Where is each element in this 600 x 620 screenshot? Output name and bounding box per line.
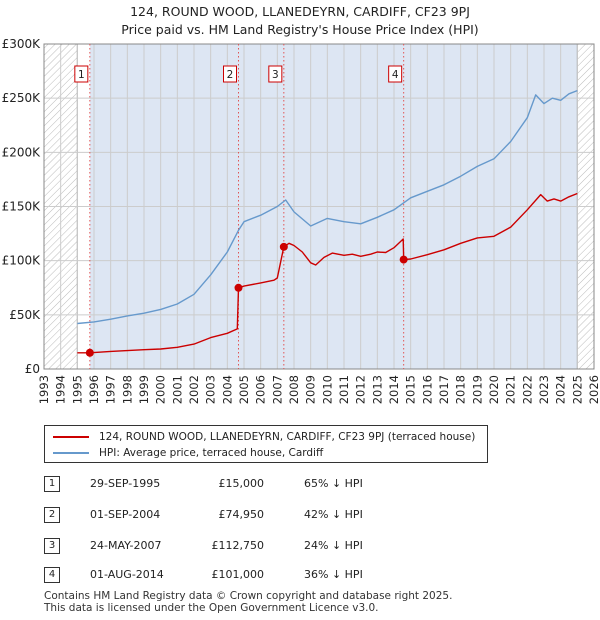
x-tick-label: 1998 <box>120 375 134 404</box>
footer-attribution: Contains HM Land Registry data © Crown c… <box>44 590 452 614</box>
sale-number-badge: 3 <box>44 538 60 554</box>
y-tick-label: £300K <box>2 37 42 51</box>
sale-row: 4 01-AUG-2014 £101,000 36% ↓ HPI <box>44 567 464 585</box>
x-tick-label: 1994 <box>54 375 68 404</box>
sale-price: £101,000 <box>211 568 265 581</box>
x-tick-label: 2021 <box>504 375 518 404</box>
legend-item-hpi: HPI: Average price, terraced house, Card… <box>53 446 323 460</box>
x-tick-label: 2025 <box>570 375 584 404</box>
y-tick-label: £250K <box>2 91 42 105</box>
sale-point <box>85 348 94 357</box>
sale-marker-badge <box>74 65 89 83</box>
x-tick-label: 2020 <box>487 375 501 404</box>
sale-point <box>279 242 288 251</box>
sale-marker-badge <box>268 65 283 83</box>
x-tick-label: 2010 <box>320 375 334 404</box>
y-tick-label: £200K <box>2 145 42 159</box>
sale-date: 01-SEP-2004 <box>90 508 161 521</box>
sale-date: 01-AUG-2014 <box>90 568 164 581</box>
legend-label-hpi: HPI: Average price, terraced house, Card… <box>99 447 324 459</box>
x-tick-label: 2002 <box>187 375 201 404</box>
sale-number-badge: 2 <box>44 507 60 523</box>
x-tick-label: 2000 <box>154 375 168 404</box>
x-tick-label: 2014 <box>387 375 401 404</box>
footer-copyright: Contains HM Land Registry data © Crown c… <box>44 590 453 602</box>
sale-point <box>399 255 408 264</box>
sale-marker-badge <box>223 65 237 83</box>
sale-date: 29-SEP-1995 <box>90 477 161 490</box>
x-tick-label: 2003 <box>204 375 218 404</box>
chart-subtitle: Price paid vs. HM Land Registry's House … <box>121 22 479 37</box>
plot-frame <box>43 43 595 370</box>
x-tick-label: 1996 <box>87 375 101 404</box>
x-tick-label: 2004 <box>220 375 234 404</box>
y-tick-label: £100K <box>2 254 42 268</box>
legend-label-price: 124, ROUND WOOD, LLANEDEYRN, CARDIFF, CF… <box>99 431 476 443</box>
x-tick-label: 2007 <box>270 375 284 404</box>
sale-hpi-diff: 36% ↓ HPI <box>304 568 363 581</box>
x-tick-label: 2009 <box>304 375 318 404</box>
hpi-series-line <box>77 89 578 325</box>
sale-price: £74,950 <box>218 508 265 521</box>
legend-swatch-price <box>53 436 89 438</box>
sale-number-badge: 4 <box>44 567 60 583</box>
x-tick-label: 2017 <box>437 375 451 404</box>
sale-row: 1 29-SEP-1995 £15,000 65% ↓ HPI <box>44 476 464 494</box>
y-tick-label: £0 <box>25 362 40 376</box>
sale-marker-label: 3 <box>272 69 279 81</box>
sale-marker-badge <box>388 65 403 83</box>
sale-hpi-diff: 24% ↓ HPI <box>304 539 363 552</box>
sale-number-badge: 1 <box>44 476 60 492</box>
footer-licence: This data is licensed under the Open Gov… <box>44 602 379 614</box>
sale-hpi-diff: 65% ↓ HPI <box>304 477 363 490</box>
x-tick-label: 1997 <box>104 375 118 404</box>
legend-item-price: 124, ROUND WOOD, LLANEDEYRN, CARDIFF, CF… <box>53 430 475 444</box>
x-tick-label: 2008 <box>287 375 301 404</box>
x-tick-label: 2026 <box>587 375 600 404</box>
sale-row: 3 24-MAY-2007 £112,750 24% ↓ HPI <box>44 538 464 556</box>
x-tick-label: 2011 <box>337 375 351 404</box>
x-tick-label: 2013 <box>370 375 384 404</box>
sale-marker-label: 2 <box>227 69 234 81</box>
x-tick-label: 2024 <box>554 375 568 404</box>
sale-marker-label: 4 <box>392 69 399 81</box>
x-tick-label: 2023 <box>537 375 551 404</box>
sale-price: £15,000 <box>218 477 265 490</box>
legend-swatch-hpi <box>53 452 89 454</box>
sale-point <box>234 283 243 292</box>
sale-date: 24-MAY-2007 <box>90 539 162 552</box>
sale-row: 2 01-SEP-2004 £74,950 42% ↓ HPI <box>44 507 464 525</box>
x-tick-label: 1993 <box>37 375 51 404</box>
x-tick-label: 2019 <box>470 375 484 404</box>
chart-legend: 124, ROUND WOOD, LLANEDEYRN, CARDIFF, CF… <box>44 425 488 463</box>
x-tick-label: 2022 <box>520 375 534 404</box>
x-tick-label: 2005 <box>237 375 251 404</box>
x-tick-label: 2006 <box>254 375 268 404</box>
sale-hpi-diff: 42% ↓ HPI <box>304 508 363 521</box>
x-tick-label: 2016 <box>420 375 434 404</box>
x-tick-label: 2018 <box>454 375 468 404</box>
x-tick-label: 2001 <box>170 375 184 404</box>
price-series-line <box>77 192 578 354</box>
chart-title-address: 124, ROUND WOOD, LLANEDEYRN, CARDIFF, CF… <box>130 4 470 19</box>
x-tick-label: 2012 <box>354 375 368 404</box>
x-tick-label: 2015 <box>404 375 418 404</box>
sale-marker-label: 1 <box>78 69 85 81</box>
y-tick-label: £150K <box>2 200 42 214</box>
sale-price: £112,750 <box>211 539 265 552</box>
x-tick-label: 1995 <box>70 375 84 404</box>
x-tick-label: 1999 <box>137 375 151 404</box>
y-tick-label: £50K <box>9 308 41 322</box>
